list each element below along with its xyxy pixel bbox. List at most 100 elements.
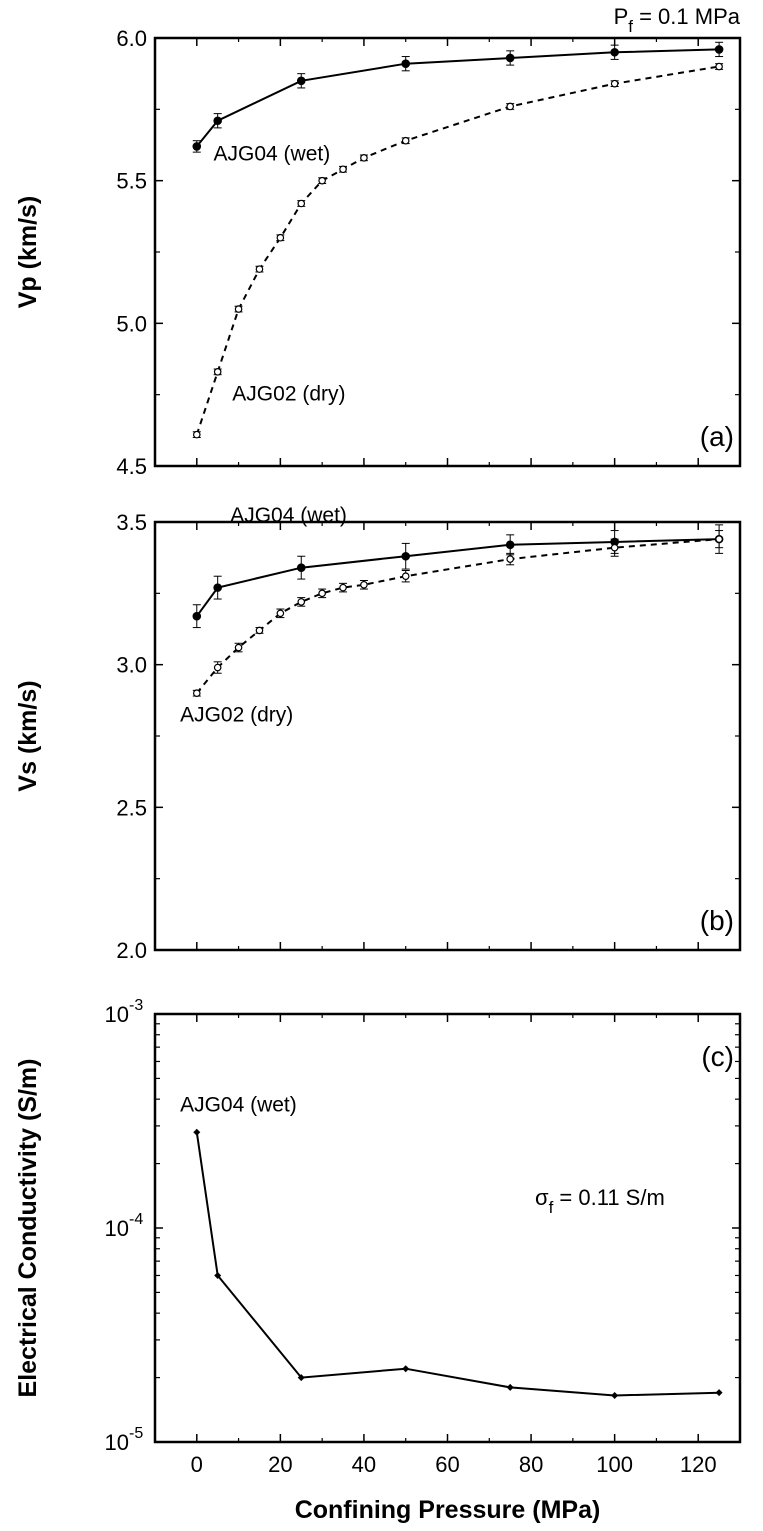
data-point [214, 1271, 222, 1279]
data-point [715, 62, 723, 71]
series-annotation: AJG04 (wet) [214, 143, 331, 166]
series-wet [192, 41, 724, 153]
x-tick-label: 20 [268, 1452, 292, 1477]
y-axis-label: Vs (km/s) [14, 680, 42, 791]
data-point [360, 154, 368, 162]
series-dry [192, 62, 724, 439]
y-tick-label: 10 [105, 1216, 129, 1241]
y-axis-label: Electrical Conductivity (S/m) [14, 1059, 42, 1398]
pressure-note: Pf = 0.1 MPa [614, 4, 741, 36]
data-point [255, 265, 264, 273]
fluid-conductivity-note-base: σ [535, 1185, 549, 1210]
y-tick-label: 3.5 [116, 510, 147, 535]
data-point [192, 689, 201, 698]
panel-label: (c) [701, 1041, 734, 1072]
data-point [360, 580, 368, 589]
series-line [195, 65, 720, 435]
y-tick-base: 10 [105, 1216, 129, 1241]
series-dry [192, 530, 724, 698]
series-annotation: AJG02 (dry) [180, 704, 293, 727]
y-tick-exponent: -5 [129, 1425, 143, 1442]
data-point [276, 233, 285, 242]
x-tick-label: 100 [596, 1452, 633, 1477]
data-point [506, 102, 514, 111]
series-annotation: AJG04 (wet) [180, 1094, 297, 1117]
data-point [402, 1365, 410, 1373]
data-point [213, 663, 222, 672]
series-line [196, 48, 720, 148]
y-tick-label: 2.5 [116, 795, 147, 820]
plot-frame [153, 520, 742, 952]
series-wet [192, 524, 724, 629]
data-point [297, 199, 306, 208]
data-point [296, 563, 306, 572]
x-tick-label: 120 [680, 1452, 717, 1477]
data-point [715, 535, 723, 543]
data-point [234, 305, 243, 313]
data-point [192, 611, 202, 621]
data-point [610, 543, 619, 552]
series-annotation: AJG02 (dry) [232, 382, 345, 405]
data-point [213, 368, 222, 376]
data-point [506, 1383, 514, 1391]
data-point [401, 551, 411, 561]
panel-a: 4.5 5.0 5.5 6.0 Vp (km/s) (a) AJG04 (wet) AJG02… [14, 26, 742, 479]
data-point [339, 165, 347, 174]
y-tick-base: 10 [105, 1430, 129, 1455]
panel-label: (a) [700, 421, 734, 452]
data-point [255, 626, 264, 635]
series-line [195, 538, 720, 617]
data-point [610, 47, 619, 57]
y-tick-base: 10 [105, 1002, 129, 1027]
data-point [192, 142, 202, 151]
data-point [296, 76, 306, 86]
y-tick-label: 3.0 [116, 653, 147, 678]
data-point [401, 136, 410, 145]
data-point [192, 430, 201, 439]
data-point [506, 555, 514, 563]
pressure-note-rest: = 0.1 MPa [633, 4, 741, 29]
data-point [297, 598, 306, 606]
series-wet [193, 1128, 723, 1399]
data-point [318, 176, 326, 185]
y-tick-label: 4.5 [116, 454, 147, 479]
y-tick-exponent: -4 [129, 1211, 143, 1228]
y-tick-exponent: -3 [129, 997, 143, 1014]
x-tick-label: 80 [519, 1452, 543, 1477]
fluid-conductivity-note: σf = 0.11 S/m [535, 1185, 665, 1217]
data-point [505, 53, 515, 63]
data-point [193, 1128, 201, 1136]
y-axis-label: Vp (km/s) [14, 196, 42, 309]
data-point [276, 609, 285, 618]
pressure-note-sub: f [628, 17, 633, 36]
data-point [213, 583, 222, 592]
series-line [195, 1132, 720, 1397]
pressure-note-base: P [614, 4, 629, 29]
data-point [318, 589, 326, 598]
y-tick-label: 10 [105, 1002, 129, 1027]
data-point [714, 45, 724, 54]
x-tick-label: 40 [352, 1452, 376, 1477]
y-tick-label: 10 [105, 1430, 129, 1455]
fluid-conductivity-note-rest: = 0.11 S/m [553, 1185, 664, 1210]
y-tick-label: 2.0 [116, 938, 147, 963]
y-tick-label: 5.5 [116, 169, 147, 194]
x-axis-label: Confining Pressure (MPa) [295, 1496, 601, 1524]
data-point [234, 643, 243, 652]
data-point [505, 540, 515, 550]
x-tick-label: 0 [191, 1452, 203, 1477]
plot-frame [153, 1012, 742, 1444]
series-line [196, 538, 720, 694]
x-tick-label: 60 [435, 1452, 459, 1477]
data-point [610, 79, 619, 88]
panel-label: (b) [700, 905, 734, 936]
data-point [401, 59, 411, 68]
data-point [715, 1389, 723, 1397]
data-point [297, 1374, 305, 1382]
data-point [401, 572, 410, 581]
data-point [611, 1391, 619, 1399]
fluid-conductivity-note-sub: f [549, 1198, 554, 1217]
y-tick-label: 5.0 [116, 311, 147, 336]
